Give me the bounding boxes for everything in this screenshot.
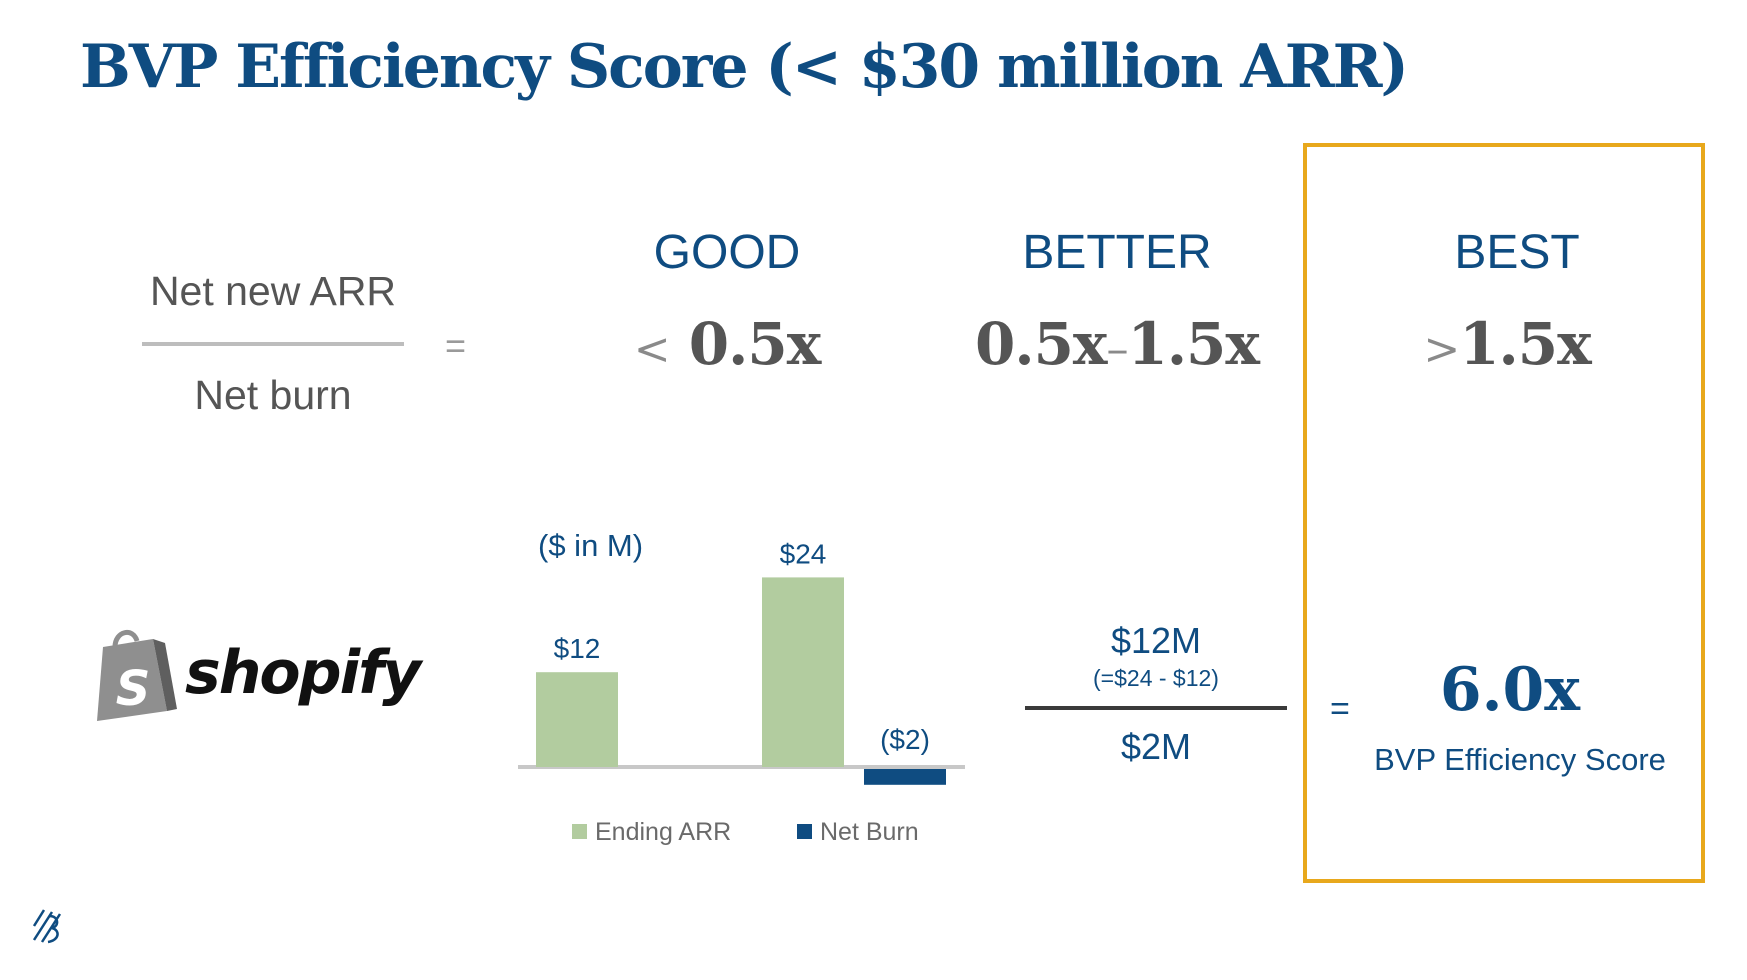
logo-icon-letter: S (116, 661, 151, 717)
legend-item-net-burn: Net Burn (797, 818, 919, 847)
best-highlight-box (1303, 143, 1705, 883)
tier-better-label: BETTER (1022, 226, 1212, 279)
bvp-logo-icon (30, 906, 64, 951)
chart-unit-label: ($ in M) (538, 528, 644, 563)
tier-best-prefix: > (1423, 324, 1460, 375)
tier-better-value-low: 0.5x (975, 310, 1107, 378)
calc-denominator: $2M (1120, 726, 1192, 767)
bar-ending-arr-0 (536, 672, 618, 767)
shopify-logo: S shopify (95, 625, 426, 730)
tier-good-prefix: < (633, 324, 671, 375)
formula-equals-sign: = (445, 325, 467, 366)
calc-numerator: $12M (1110, 620, 1202, 661)
tier-best-label: BEST (1454, 226, 1580, 279)
data-label-ending-arr-1: $24 (780, 538, 827, 569)
tier-good-range: < 0.5x (537, 310, 917, 378)
calc-divider (1025, 706, 1287, 710)
formula-denominator: Net burn (194, 372, 352, 418)
calc-numerator-note: (=$24 - $12) (1093, 665, 1219, 691)
efficiency-bar-chart: $12 $24 ($2) (518, 538, 965, 785)
bar-net-burn-1 (864, 769, 946, 785)
calc-equals-sign: = (1330, 690, 1350, 728)
logo-wordmark: shopify (185, 638, 424, 708)
shopping-bag-icon: S shopify (97, 630, 426, 721)
tier-better-value-high: 1.5x (1127, 310, 1260, 378)
tier-better-dash: – (1106, 324, 1129, 375)
legend-swatch-blue (797, 823, 812, 839)
efficiency-score-value: 6.0x (1439, 655, 1581, 725)
legend-swatch-green (572, 823, 587, 839)
legend-label-ending-arr: Ending ARR (595, 818, 732, 846)
tier-better-range: 0.5x–1.5x (927, 310, 1307, 378)
data-label-ending-arr-0: $12 (554, 633, 601, 664)
efficiency-score-label: BVP Efficiency Score (1374, 742, 1666, 777)
tier-good-label: GOOD (653, 226, 801, 279)
tier-best-range: >1.5x (1317, 310, 1697, 378)
legend-item-ending-arr: Ending ARR (572, 818, 731, 847)
tier-good-value: 0.5x (688, 310, 821, 378)
data-label-net-burn-1: ($2) (880, 724, 930, 755)
page-title: BVP Efficiency Score (< $30 million ARR) (80, 32, 1409, 102)
bar-ending-arr-1 (762, 577, 844, 767)
legend-label-net-burn: Net Burn (820, 818, 919, 846)
formula-numerator: Net new ARR (149, 268, 397, 314)
tier-best-value: 1.5x (1459, 310, 1591, 378)
formula-divider (142, 342, 404, 346)
